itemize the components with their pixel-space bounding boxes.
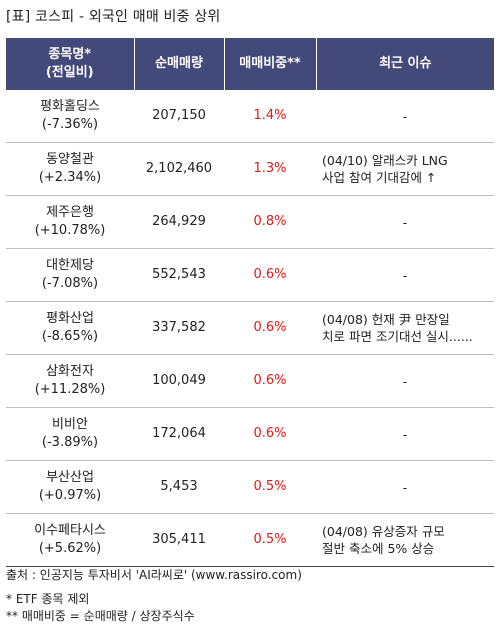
stock-name: 제주은행: [46, 205, 94, 220]
stock-name: 이수페타시스: [34, 523, 106, 538]
net-volume: 5,453: [134, 460, 224, 514]
trade-ratio: 0.6%: [224, 248, 316, 302]
stock-change: (+10.78%): [34, 223, 106, 238]
recent-issue-line: (04/10) 알래스카 LNG: [322, 153, 448, 168]
stock-name-cell: 부산산업 (+0.97%): [6, 460, 134, 514]
column-header-issue: 최근 이슈: [316, 38, 494, 90]
trade-ratio: 1.3%: [224, 142, 316, 196]
table-row: 평화홀딩스 (-7.36%) 207,150 1.4% -: [6, 90, 494, 143]
net-volume: 207,150: [134, 90, 224, 143]
stock-change: (+0.97%): [38, 488, 102, 503]
recent-issue-line: (04/08) 유상증자 규모: [322, 524, 445, 539]
stock-name-cell: 대한제당 (-7.08%): [6, 248, 134, 302]
recent-issue-line: -: [402, 267, 408, 283]
net-volume: 100,049: [134, 354, 224, 408]
recent-issue-line: 치로 파면 조기대선 실시......: [322, 329, 473, 344]
stock-change: (-7.36%): [41, 117, 99, 132]
trade-ratio: 0.5%: [224, 513, 316, 567]
recent-issue: (04/10) 알래스카 LNG 사업 참여 기대감에 ↑: [316, 142, 494, 196]
recent-issue-line: -: [402, 479, 408, 495]
recent-issue-line: -: [402, 426, 408, 442]
recent-issue: -: [316, 407, 494, 461]
net-volume: 337,582: [134, 301, 224, 355]
net-volume: 305,411: [134, 513, 224, 567]
recent-issue-line: 사업 참여 기대감에 ↑: [322, 170, 437, 185]
table-header-row: 종목명* (전일비) 순매매량 매매비중** 최근 이슈: [6, 38, 494, 90]
table-row: 비비안 (-3.89%) 172,064 0.6% -: [6, 407, 494, 461]
net-volume: 552,543: [134, 248, 224, 302]
foreign-trading-table: 종목명* (전일비) 순매매량 매매비중** 최근 이슈 평화홀딩스 (-7.36…: [6, 38, 494, 567]
column-header-ratio: 매매비중**: [224, 38, 317, 90]
recent-issue-line: -: [402, 373, 408, 389]
footnote-etf: * ETF 종목 제외: [6, 592, 90, 606]
stock-name-cell: 동양철관 (+2.34%): [6, 142, 134, 196]
source-note: 출처 : 인공지능 투자비서 'AI라씨로' (www.rassiro.com): [6, 568, 302, 582]
stock-name: 삼화전자: [46, 364, 94, 379]
trade-ratio: 0.6%: [224, 301, 316, 355]
recent-issue-line: -: [402, 108, 408, 124]
net-volume: 264,929: [134, 195, 224, 249]
net-volume: 2,102,460: [134, 142, 224, 196]
trade-ratio: 0.6%: [224, 354, 316, 408]
stock-name-cell: 삼화전자 (+11.28%): [6, 354, 134, 408]
table-row: 제주은행 (+10.78%) 264,929 0.8% -: [6, 195, 494, 249]
table-row: 이수페타시스 (+5.62%) 305,411 0.5% (04/08) 유상증자 규모…: [6, 513, 494, 567]
recent-issue: -: [316, 195, 494, 249]
stock-change: (-7.08%): [41, 276, 99, 291]
stock-name: 동양철관: [46, 152, 94, 167]
recent-issue: -: [316, 90, 494, 143]
recent-issue: -: [316, 248, 494, 302]
recent-issue-line: (04/08) 헌재 尹 만장일: [322, 312, 450, 327]
table-row: 평화산업 (-8.65%) 337,582 0.6% (04/08) 헌재 尹 만장일 치…: [6, 301, 494, 355]
stock-name-cell: 평화홀딩스 (-7.36%): [6, 90, 134, 143]
stock-change: (-3.89%): [41, 435, 99, 450]
recent-issue: -: [316, 460, 494, 514]
stock-name: 부산산업: [46, 470, 94, 485]
trade-ratio: 1.4%: [224, 90, 316, 143]
table-row: 동양철관 (+2.34%) 2,102,460 1.3% (04/10) 알래스카 LN…: [6, 142, 494, 196]
stock-name-cell: 이수페타시스 (+5.62%): [6, 513, 134, 567]
footnote-ratio: ** 매매비중 = 순매매량 / 상장주식수: [6, 609, 195, 623]
column-header-volume: 순매매량: [134, 38, 225, 90]
stock-change: (+5.62%): [38, 541, 102, 556]
stock-name: 평화홀딩스: [40, 99, 100, 114]
stock-name: 비비안: [52, 417, 88, 432]
trade-ratio: 0.5%: [224, 460, 316, 514]
stock-name: 대한제당: [46, 258, 94, 273]
table-row: 부산산업 (+0.97%) 5,453 0.5% -: [6, 460, 494, 514]
stock-name-cell: 비비안 (-3.89%): [6, 407, 134, 461]
net-volume: 172,064: [134, 407, 224, 461]
recent-issue: -: [316, 354, 494, 408]
recent-issue-line: 절반 축소에 5% 상승: [322, 541, 435, 556]
page-title: [표] 코스피 - 외국인 매매 비중 상위: [6, 9, 221, 25]
stock-name-cell: 평화산업 (-8.65%): [6, 301, 134, 355]
column-header-name-line1: 종목명*: [48, 47, 92, 62]
stock-change: (+2.34%): [38, 170, 102, 185]
stock-change: (-8.65%): [41, 329, 99, 344]
recent-issue-line: -: [402, 214, 408, 230]
stock-name: 평화산업: [46, 311, 94, 326]
stock-change: (+11.28%): [34, 382, 106, 397]
trade-ratio: 0.6%: [224, 407, 316, 461]
table-row: 삼화전자 (+11.28%) 100,049 0.6% -: [6, 354, 494, 408]
column-header-name: 종목명* (전일비): [6, 38, 135, 90]
stock-name-cell: 제주은행 (+10.78%): [6, 195, 134, 249]
table-row: 대한제당 (-7.08%) 552,543 0.6% -: [6, 248, 494, 302]
column-header-name-line2: (전일비): [45, 65, 94, 80]
trade-ratio: 0.8%: [224, 195, 316, 249]
table-body: 평화홀딩스 (-7.36%) 207,150 1.4% - 동양철관 (+2.34%) 2,1…: [6, 90, 494, 567]
